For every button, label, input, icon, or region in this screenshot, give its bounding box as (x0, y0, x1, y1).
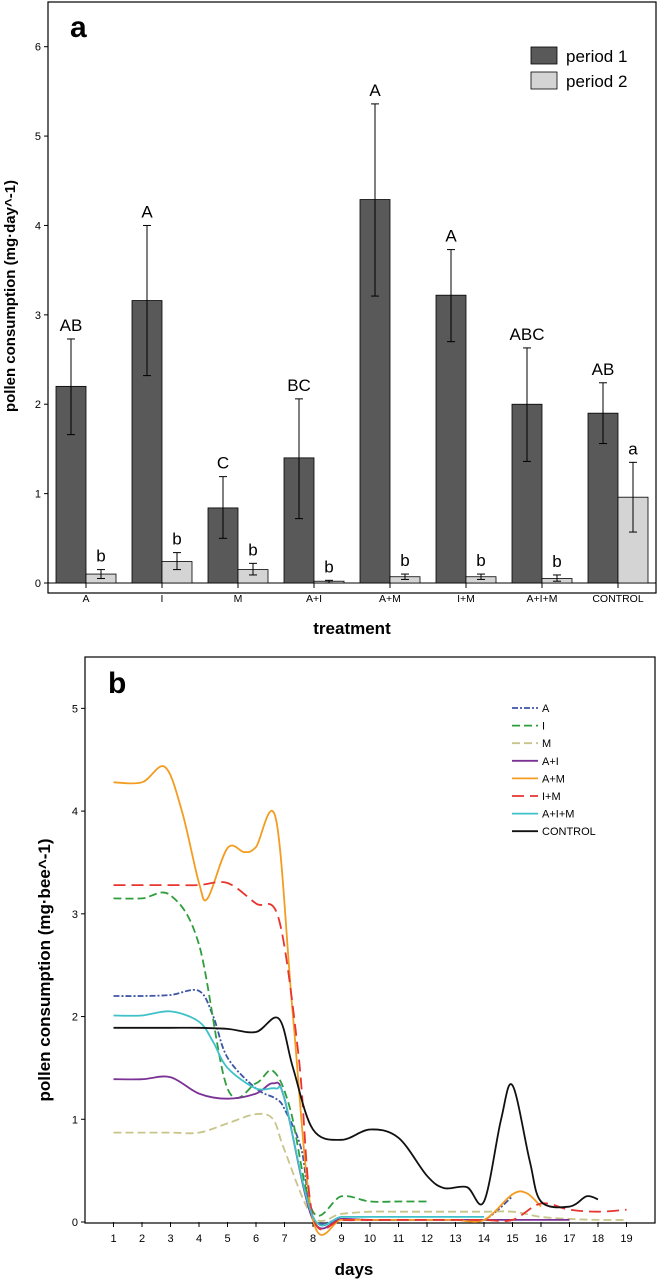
legend-label: CONTROL (542, 826, 596, 838)
x-tick-label: 8 (310, 1233, 316, 1245)
panel-b-legend: AIM A+I A+M I+M A+I+M CONTROL (512, 703, 596, 838)
legend-label: A (542, 703, 550, 715)
y-tick-label: 1 (72, 1114, 78, 1126)
panel-b-lines (113, 765, 627, 1236)
series-line-m (113, 1112, 627, 1222)
significance-letter: A (141, 202, 153, 221)
significance-letter: AB (60, 316, 83, 335)
significance-letter: A (369, 81, 381, 100)
significance-letter: b (96, 547, 105, 566)
significance-letter: b (172, 530, 181, 549)
legend-label: A+I+M (542, 809, 574, 821)
series-line-i (113, 891, 427, 1217)
x-tick-label: 17 (563, 1233, 575, 1245)
y-tick-label: 3 (35, 310, 41, 322)
x-tick-label: 12 (421, 1233, 433, 1245)
y-tick-label: 6 (35, 42, 41, 54)
x-tick-label: A+I (306, 593, 322, 605)
series-line-a-i-m (113, 1010, 484, 1227)
legend-label: I (542, 721, 545, 733)
bar (55, 385, 87, 584)
x-tick-label: M (234, 593, 243, 605)
legend-label-period-2: period 2 (566, 72, 627, 91)
x-tick-label: A+I+M (527, 593, 558, 605)
legend-label: A+M (542, 773, 565, 785)
y-tick-label: 5 (72, 703, 78, 715)
significance-letter: ABC (510, 325, 545, 344)
x-tick-label: 10 (364, 1233, 376, 1245)
panel-a-axes: 0 1 2 3 4 5 6 A I M A+I A+M I+M A+I+M CONTROL (35, 42, 656, 605)
series-line-i-m (113, 881, 627, 1231)
panel-a-bars: AB b Ab Cb BC b Ab Ab ABC b AB a (55, 81, 649, 584)
x-tick-label: 7 (281, 1233, 287, 1245)
x-tick-label: CONTROL (592, 593, 643, 605)
panel-a-bar-chart: a 0 1 2 3 4 5 6 A I M A+I A+M I+M A+I+M CONTROL AB b Ab C… (2, 1, 657, 638)
panel-a-label: a (70, 11, 87, 44)
panel-b-x-axis-title: days (335, 1260, 374, 1279)
x-tick-label: 1 (110, 1233, 116, 1245)
significance-letter: b (552, 552, 561, 571)
legend-label: I+M (542, 791, 561, 803)
y-tick-label: 3 (72, 909, 78, 921)
panel-a-y-axis-title: pollen consumption (mg·day^-1) (2, 180, 19, 412)
x-tick-label: 18 (592, 1233, 604, 1245)
significance-letter: BC (287, 376, 311, 395)
significance-letter: b (400, 551, 409, 570)
x-tick-label: I (161, 593, 164, 605)
legend-label: A+I (542, 756, 559, 768)
x-tick-label: 16 (535, 1233, 547, 1245)
panel-a-frame (47, 1, 657, 594)
x-tick-label: A+M (379, 593, 401, 605)
x-tick-label: A (82, 593, 89, 605)
x-tick-label: 14 (478, 1233, 490, 1245)
y-tick-label: 4 (35, 220, 41, 232)
significance-letter: b (248, 540, 257, 559)
significance-letter: b (476, 551, 485, 570)
x-tick-label: 3 (167, 1233, 173, 1245)
series-line-control (113, 1016, 599, 1209)
y-tick-label: 1 (35, 489, 41, 501)
x-tick-label: 4 (196, 1233, 202, 1245)
x-tick-label: 6 (253, 1233, 259, 1245)
y-tick-label: 2 (72, 1012, 78, 1024)
y-tick-label: 0 (35, 578, 41, 590)
panel-b-frame (84, 656, 656, 1224)
legend-swatch-period-2 (530, 71, 558, 90)
legend-swatch-period-1 (530, 46, 558, 65)
legend-label-period-1: period 1 (566, 47, 627, 66)
significance-letter: A (445, 227, 457, 246)
x-tick-label: 9 (338, 1233, 344, 1245)
x-tick-label: 15 (506, 1233, 518, 1245)
y-tick-label: 2 (35, 399, 41, 411)
y-tick-label: 5 (35, 131, 41, 143)
x-tick-label: 2 (139, 1233, 145, 1245)
x-tick-label: 19 (620, 1233, 632, 1245)
series-line-a-m (113, 765, 542, 1236)
panel-b-label: b (108, 667, 126, 700)
y-tick-label: 0 (72, 1217, 78, 1229)
bar (435, 294, 467, 584)
significance-letter: a (628, 439, 638, 458)
panel-b-y-axis-title: pollen consumption (mg·bee^-1) (35, 838, 54, 1101)
legend-label: M (542, 738, 551, 750)
panel-a-x-axis-title: treatment (313, 619, 391, 638)
x-tick-label: 13 (449, 1233, 461, 1245)
y-tick-label: 4 (72, 806, 78, 818)
panel-a-legend: period 1 period 2 (530, 46, 627, 91)
x-tick-label: 5 (224, 1233, 230, 1245)
significance-letter: C (217, 454, 229, 473)
x-tick-label: 11 (393, 1233, 404, 1245)
significance-letter: b (324, 557, 333, 576)
significance-letter: AB (592, 360, 615, 379)
x-tick-label: I+M (457, 593, 475, 605)
